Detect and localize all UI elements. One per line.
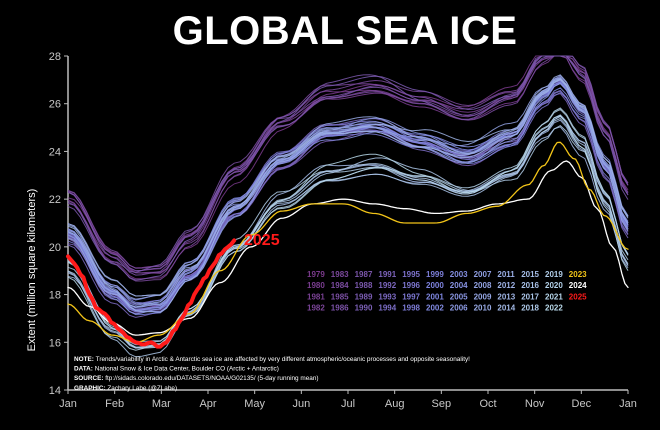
- year-line: [67, 107, 629, 345]
- legend-year-label: 1990: [355, 304, 373, 313]
- y-tick-label: 16: [49, 337, 61, 349]
- y-tick-label: 24: [49, 146, 61, 158]
- note-line: SOURCE: ftp://sidads.colorado.edu/DATASE…: [74, 375, 319, 382]
- legend-year-label: 2006: [450, 304, 468, 313]
- legend-year-label: 1987: [355, 270, 373, 279]
- x-tick-label: Apr: [199, 398, 216, 410]
- year-line: [67, 55, 629, 280]
- year-line: [67, 77, 629, 306]
- note-line: NOTE: Trends/variability in Arctic & Ant…: [74, 356, 470, 363]
- legend-year-label: 2003: [450, 270, 468, 279]
- x-tick-label: Feb: [105, 398, 124, 410]
- legend-year-label: 1991: [378, 270, 396, 279]
- legend-year-label: 2008: [474, 281, 492, 290]
- legend-year-label: 1986: [331, 304, 349, 313]
- series-line-2025: [66, 238, 237, 349]
- legend-year-label: 2001: [426, 292, 444, 301]
- legend-year-label: 1993: [378, 292, 396, 301]
- x-tick-label: Jul: [341, 398, 355, 410]
- legend-year-label: 2016: [521, 281, 539, 290]
- year-line: [67, 55, 629, 276]
- year-line: [67, 55, 629, 269]
- legend-year-label: 1988: [355, 281, 373, 290]
- legend-year-label: 2010: [474, 304, 492, 313]
- legend-year-label: 2007: [474, 270, 492, 279]
- x-tick-label: Sep: [432, 398, 452, 410]
- legend-year-label: 1985: [331, 292, 349, 301]
- x-tick-label: Dec: [572, 398, 592, 410]
- year-line: [67, 55, 629, 273]
- year-line: [67, 78, 629, 313]
- legend-year-label: 2024: [569, 281, 587, 290]
- x-tick-label: Jan: [59, 398, 77, 410]
- notes: NOTE: Trends/variability in Arctic & Ant…: [74, 356, 470, 392]
- series-line-2023: [67, 141, 629, 343]
- series-line-2024: [67, 160, 629, 336]
- legend-year-label: 1997: [402, 292, 420, 301]
- x-tick-label: Oct: [479, 398, 496, 410]
- chart-title: GLOBAL SEA ICE: [173, 9, 518, 53]
- y-tick-label: 26: [49, 99, 61, 111]
- legend-year-label: 2025: [569, 292, 587, 301]
- y-tick-label: 22: [49, 194, 61, 206]
- legend-year-label: 2023: [569, 270, 587, 279]
- year-line: [67, 115, 629, 351]
- legend-year-label: 2012: [497, 281, 515, 290]
- year-line: [67, 55, 629, 274]
- legend-year-label: 2018: [521, 304, 539, 313]
- y-tick-label: 28: [49, 51, 61, 63]
- x-tick-label: Jan: [619, 398, 637, 410]
- legend-year-label: 2013: [497, 292, 515, 301]
- x-tick-label: Mar: [152, 398, 171, 410]
- legend-year-label: 1992: [378, 281, 396, 290]
- x-tick-label: Nov: [525, 398, 545, 410]
- legend-year-label: 2002: [426, 304, 444, 313]
- legend-year-label: 2020: [545, 281, 563, 290]
- legend-year-label: 1996: [402, 281, 420, 290]
- label-2025: 2025: [244, 232, 280, 249]
- legend-year-label: 2017: [521, 292, 539, 301]
- legend-year-label: 2014: [497, 304, 515, 313]
- legend-year-label: 2019: [545, 270, 563, 279]
- x-tick-label: Jun: [292, 398, 310, 410]
- year-line: [67, 55, 629, 281]
- legend-year-label: 2009: [474, 292, 492, 301]
- year-line: [67, 78, 629, 308]
- year-line: [67, 78, 629, 297]
- note-line: GRAPHIC: Zachary Labe (@ZLabe): [74, 385, 177, 392]
- legend-year-label: 1979: [307, 270, 325, 279]
- highlight-lines: [66, 141, 629, 349]
- legend-year-label: 2015: [521, 270, 539, 279]
- legend-year-label: 1981: [307, 292, 325, 301]
- note-line: DATA: National Snow & Ice Data Center, B…: [74, 366, 279, 373]
- y-tick-label: 14: [49, 385, 61, 397]
- y-tick-label: 18: [49, 290, 61, 302]
- year-line: [67, 55, 629, 272]
- legend-year-label: 1989: [355, 292, 373, 301]
- legend-year-label: 1999: [426, 270, 444, 279]
- legend-year-label: 1982: [307, 304, 325, 313]
- year-legend: 1979 1983 1987 1991 1995 1999 2003 2007 2011 2015…: [307, 270, 587, 313]
- legend-year-label: 2005: [450, 292, 468, 301]
- legend-year-label: 2022: [545, 304, 563, 313]
- y-tick-label: 20: [49, 242, 61, 254]
- legend-year-label: 1983: [331, 270, 349, 279]
- legend-year-label: 2004: [450, 281, 468, 290]
- y-axis-label: Extent (million square kilometers): [26, 189, 38, 352]
- legend-year-label: 2000: [426, 281, 444, 290]
- x-tick-label: Aug: [385, 398, 405, 410]
- legend-year-label: 1995: [402, 270, 420, 279]
- x-tick-label: May: [244, 398, 265, 410]
- legend-year-label: 2011: [497, 270, 515, 279]
- legend-year-label: 1994: [378, 304, 396, 313]
- legend-year-label: 1980: [307, 281, 325, 290]
- legend-year-label: 1984: [331, 281, 349, 290]
- legend-year-label: 2021: [545, 292, 563, 301]
- legend-year-label: 1998: [402, 304, 420, 313]
